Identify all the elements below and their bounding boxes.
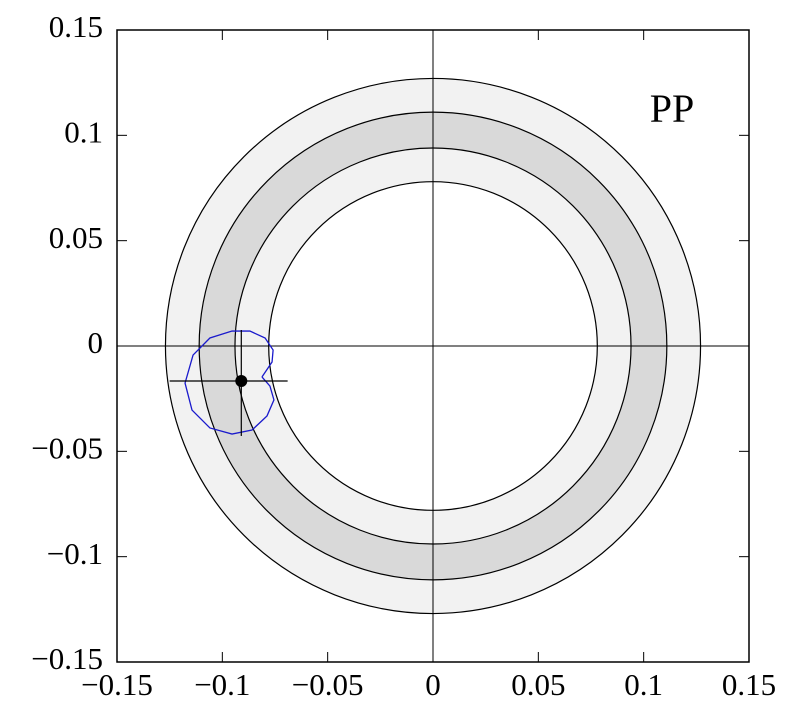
- x-tick-label: 0.15: [722, 667, 776, 702]
- y-tick-label: 0.1: [64, 114, 103, 149]
- x-tick-label: −0.1: [194, 667, 250, 702]
- y-tick-label: 0: [88, 325, 104, 360]
- x-tick-label: 0: [425, 667, 441, 702]
- x-tick-label: −0.05: [292, 667, 364, 702]
- y-tick-label: 0.05: [49, 220, 103, 255]
- y-tick-label: −0.1: [47, 536, 103, 571]
- contour-curve: [184, 330, 275, 435]
- y-tick-label: −0.05: [31, 430, 103, 465]
- x-tick-label: 0.1: [624, 667, 663, 702]
- annotation: PP: [650, 86, 695, 131]
- y-tick-label: 0.15: [49, 9, 103, 44]
- x-tick-label: 0.05: [511, 667, 565, 702]
- y-tick-label: −0.15: [31, 641, 103, 676]
- x-tick-label: −0.15: [81, 667, 153, 702]
- point: [235, 374, 248, 387]
